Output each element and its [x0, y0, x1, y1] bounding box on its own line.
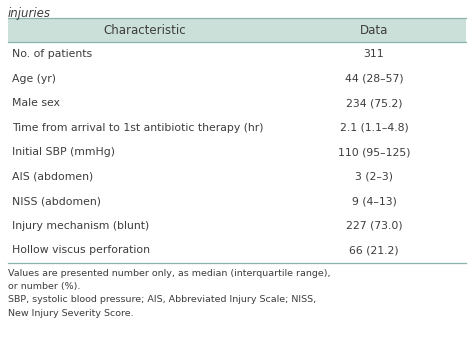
- Text: Hollow viscus perforation: Hollow viscus perforation: [12, 245, 150, 255]
- Text: Data: Data: [360, 23, 388, 36]
- Bar: [8, 18, 466, 42]
- Text: SBP, systolic blood pressure; AIS, Abbreviated Injury Scale; NISS,: SBP, systolic blood pressure; AIS, Abbre…: [8, 295, 316, 304]
- Text: New Injury Severity Score.: New Injury Severity Score.: [8, 309, 134, 318]
- Text: No. of patients: No. of patients: [12, 49, 92, 59]
- Text: NISS (abdomen): NISS (abdomen): [12, 196, 101, 206]
- Text: Initial SBP (mmHg): Initial SBP (mmHg): [12, 147, 115, 157]
- Text: 2.1 (1.1–4.8): 2.1 (1.1–4.8): [340, 123, 409, 133]
- Text: Time from arrival to 1st antibiotic therapy (hr): Time from arrival to 1st antibiotic ther…: [12, 123, 264, 133]
- Text: 9 (4–13): 9 (4–13): [352, 196, 396, 206]
- Text: 3 (2–3): 3 (2–3): [355, 172, 393, 182]
- Text: 44 (28–57): 44 (28–57): [345, 74, 403, 84]
- Text: Values are presented number only, as median (interquartile range),: Values are presented number only, as med…: [8, 268, 330, 278]
- Text: injuries: injuries: [8, 7, 51, 20]
- Text: AIS (abdomen): AIS (abdomen): [12, 172, 93, 182]
- Text: Age (yr): Age (yr): [12, 74, 56, 84]
- Text: 311: 311: [364, 49, 384, 59]
- Text: 234 (75.2): 234 (75.2): [346, 98, 402, 108]
- Text: 66 (21.2): 66 (21.2): [349, 245, 399, 255]
- Text: 110 (95–125): 110 (95–125): [338, 147, 410, 157]
- Text: Male sex: Male sex: [12, 98, 60, 108]
- Text: Characteristic: Characteristic: [104, 23, 186, 36]
- Text: Injury mechanism (blunt): Injury mechanism (blunt): [12, 221, 149, 231]
- Text: or number (%).: or number (%).: [8, 282, 81, 291]
- Text: 227 (73.0): 227 (73.0): [346, 221, 402, 231]
